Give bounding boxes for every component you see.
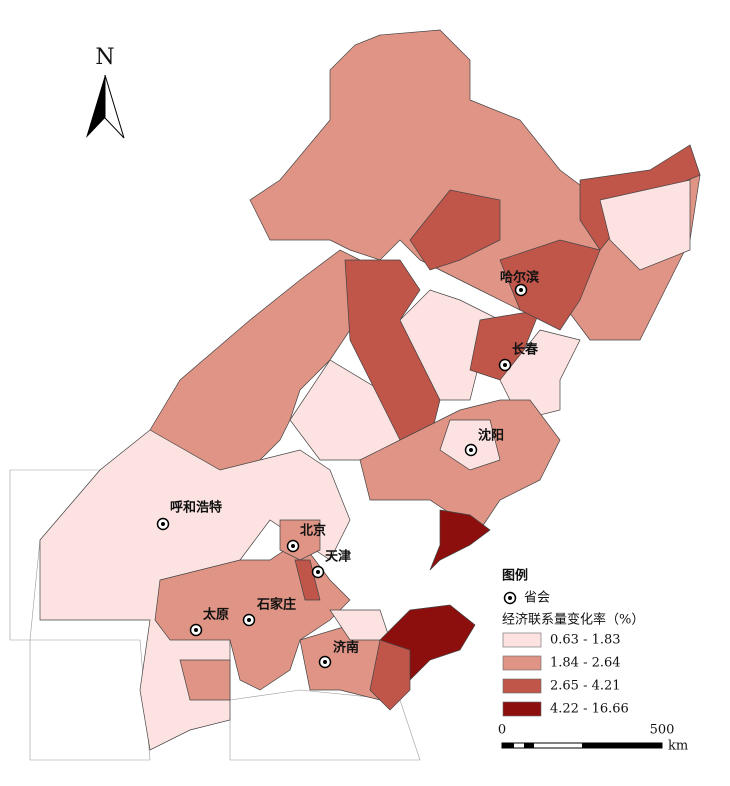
capital-label: 沈阳 bbox=[478, 428, 504, 444]
capital-label: 石家庄 bbox=[256, 597, 296, 613]
capital-symbol-dot bbox=[508, 596, 512, 600]
capital-marker-dot bbox=[469, 448, 473, 452]
legend-swatch bbox=[502, 655, 542, 671]
region bbox=[369, 639, 411, 711]
scale-unit: km bbox=[668, 739, 688, 754]
capital: 石家庄 bbox=[242, 597, 296, 627]
capital-marker-dot bbox=[247, 618, 251, 622]
legend-swatch bbox=[502, 678, 542, 694]
capital: 哈尔滨 bbox=[500, 270, 539, 297]
capital-marker-dot bbox=[161, 522, 165, 526]
legend-label: 0.63 - 1.83 bbox=[550, 633, 621, 648]
legend-variable: 经济联系量变化率（%） bbox=[502, 612, 644, 628]
region bbox=[294, 559, 321, 601]
region bbox=[409, 189, 501, 271]
capital-marker-dot bbox=[519, 288, 523, 292]
capital-label: 哈尔滨 bbox=[500, 270, 539, 286]
capital: 长春 bbox=[498, 342, 539, 372]
capital-marker-dot bbox=[323, 660, 327, 664]
legend: 图例 省会 经济联系量变化率（%） 0.63 - 1.83 1.84 - 2.64… bbox=[502, 568, 644, 717]
arrow-left bbox=[86, 75, 105, 138]
scale-bar-segment bbox=[524, 743, 534, 748]
scale-tick-label: 500 bbox=[650, 723, 675, 738]
legend-title: 图例 bbox=[502, 568, 528, 584]
capital: 沈阳 bbox=[464, 428, 504, 457]
capital-label: 呼和浩特 bbox=[170, 500, 222, 516]
arrow-right bbox=[104, 74, 125, 139]
legend-swatch bbox=[502, 632, 542, 648]
regions bbox=[39, 29, 701, 751]
capital-legend-label: 省会 bbox=[524, 591, 550, 606]
legend-swatch bbox=[502, 701, 542, 717]
capital-marker-dot bbox=[291, 544, 295, 548]
capital-label: 北京 bbox=[300, 523, 326, 539]
scale-bar-segment bbox=[502, 743, 514, 748]
surrounding-areas bbox=[9, 469, 421, 761]
region bbox=[499, 329, 581, 421]
region bbox=[179, 659, 231, 701]
legend-label: 4.22 - 16.66 bbox=[550, 702, 629, 717]
capital-marker-dot bbox=[503, 363, 507, 367]
capital-label: 天津 bbox=[325, 549, 351, 565]
capital: 太原 bbox=[189, 607, 229, 637]
capital-marker-dot bbox=[194, 628, 198, 632]
capital: 北京 bbox=[286, 523, 326, 553]
capital-label: 长春 bbox=[512, 342, 539, 358]
capital: 呼和浩特 bbox=[156, 500, 222, 531]
capital: 济南 bbox=[318, 640, 359, 669]
region bbox=[429, 509, 491, 571]
region bbox=[599, 179, 691, 271]
north-label: N bbox=[95, 45, 114, 70]
capital-label: 太原 bbox=[202, 607, 229, 623]
capital-marker-dot bbox=[316, 570, 320, 574]
legend-label: 2.65 - 4.21 bbox=[550, 679, 621, 694]
capitals: 哈尔滨 长春 沈阳 呼和浩特 北京 天津 太原 石家庄 济南 bbox=[156, 270, 539, 669]
capital-label: 济南 bbox=[333, 640, 359, 656]
scale-bar-segment bbox=[582, 743, 662, 748]
scale-tick-label: 0 bbox=[498, 723, 506, 738]
region bbox=[359, 399, 561, 531]
region bbox=[499, 239, 601, 331]
north-arrow: N bbox=[86, 45, 125, 139]
legend-label: 1.84 - 2.64 bbox=[550, 656, 621, 671]
capital: 天津 bbox=[311, 549, 351, 579]
